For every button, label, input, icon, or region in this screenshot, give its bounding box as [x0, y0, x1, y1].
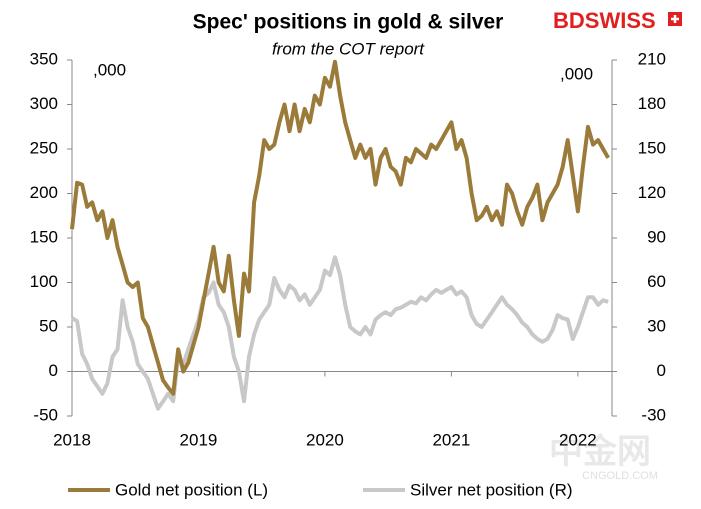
data-line [70, 59, 610, 396]
chart-subtitle: from the COT report [272, 39, 425, 58]
watermark: 中金网 [549, 432, 651, 471]
y-tick-label: 0 [49, 361, 58, 380]
y-tick-label: 350 [30, 49, 58, 68]
y2-tick-label: 210 [638, 49, 666, 68]
x-tick-label: 2019 [180, 430, 218, 449]
logo: BDSWISS [553, 8, 656, 33]
y2-tick-label: 30 [647, 316, 666, 335]
y-tick-label: 50 [39, 316, 58, 335]
left-unit: ,000 [93, 60, 126, 79]
right-unit: ,000 [560, 64, 593, 83]
y-tick-label: 300 [30, 94, 58, 113]
x-tick-label: 2020 [306, 430, 344, 449]
x-tick-label: 2021 [432, 430, 470, 449]
x-tick-label: 2018 [53, 430, 91, 449]
y2-tick-label: 120 [638, 183, 666, 202]
y-tick-label: -50 [33, 405, 58, 424]
y2-tick-label: -30 [641, 405, 666, 424]
y2-tick-label: 0 [657, 361, 666, 380]
y2-tick-label: 180 [638, 94, 666, 113]
y-tick-label: 250 [30, 138, 58, 157]
y-tick-label: 100 [30, 272, 58, 291]
y2-tick-label: 60 [647, 272, 666, 291]
y-tick-label: 200 [30, 183, 58, 202]
watermark: CNGOLD.COM [582, 470, 658, 482]
x-tick-label: 2022 [559, 430, 597, 449]
logo-cross [671, 15, 679, 23]
y2-tick-label: 90 [647, 227, 666, 246]
chart-title: Spec' positions in gold & silver [193, 11, 504, 34]
y2-tick-label: 150 [638, 138, 666, 157]
legend-label: Gold net position (L) [115, 480, 268, 499]
legend-label: Silver net position (R) [410, 480, 573, 499]
y-tick-label: 150 [30, 227, 58, 246]
data-line [70, 255, 609, 411]
